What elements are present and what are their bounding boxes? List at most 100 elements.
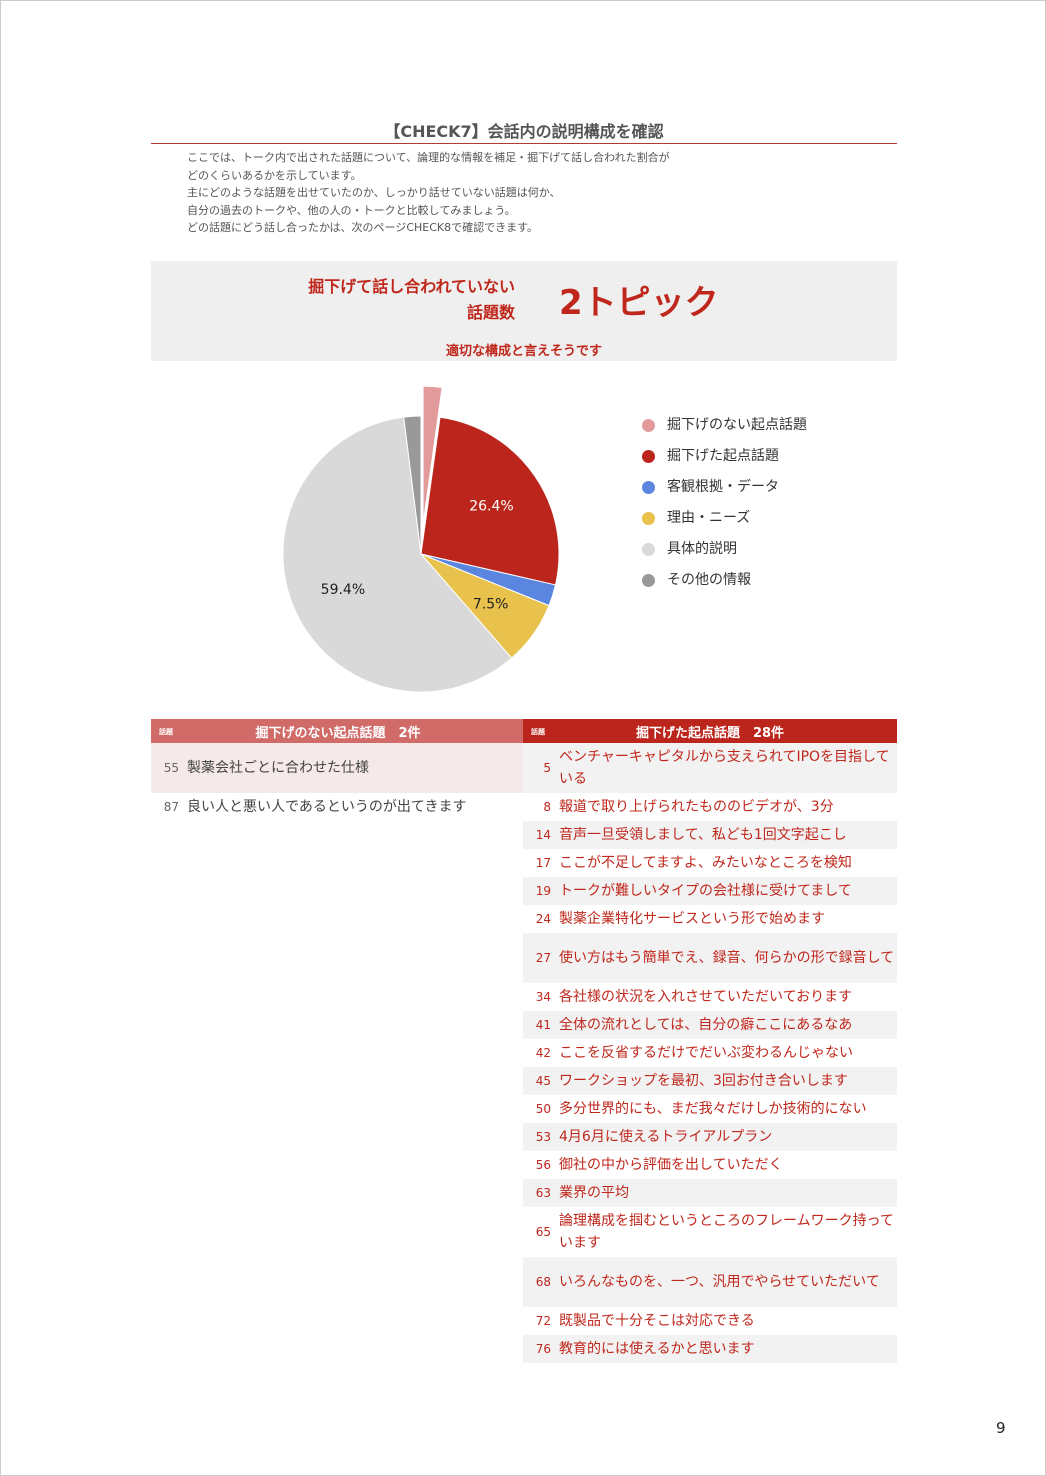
legend-item: 掘下げた起点話題	[641, 447, 821, 466]
row-number: 17	[535, 856, 551, 870]
table-row: 55 製薬会社ごとに合わせた仕様	[151, 743, 525, 793]
row-text: 既製品で十分そこは対応できる	[559, 1313, 755, 1329]
pie-slice	[420, 416, 560, 586]
table-row: 68 いろんなものを、一つ、汎用でやらせていただいて	[523, 1257, 897, 1307]
row-text: 4月6月に使えるトライアルプラン	[559, 1129, 773, 1145]
row-text: 多分世界的にも、まだ我々だけしか技術的にない	[559, 1101, 867, 1117]
slice-label: 7.5%	[473, 597, 509, 613]
row-text: いろんなものを、一つ、汎用でやらせていただいて	[559, 1274, 880, 1290]
legend-item: 具体的説明	[641, 540, 821, 559]
table-row: 76 教育的には使えるかと思います	[523, 1335, 897, 1363]
row-number: 41	[535, 1018, 551, 1032]
legend-item: 客観根拠・データ	[641, 478, 821, 497]
row-number: 14	[535, 828, 551, 842]
pie-slice	[422, 385, 443, 525]
row-text: トークが難しいタイプの会社様に受けてまして	[559, 883, 852, 899]
summary-label-line: 掘下げて話し合われていない	[308, 277, 515, 296]
legend-item: その他の情報	[641, 571, 821, 590]
row-text: ここを反省するだけでだいぶ変わるんじゃない	[559, 1045, 853, 1061]
intro-line: 主にどのような話題を出せていたのか、しっかり話せていない話題は何か、	[187, 186, 561, 199]
title-divider	[151, 143, 897, 144]
table-row: 87 良い人と悪い人であるというのが出てきます	[151, 793, 525, 821]
table-header: 話題 掘下げた起点話題 28件	[523, 719, 897, 743]
table-row: 34 各社様の状況を入れさせていただいております	[523, 983, 897, 1011]
summary-value: 2トピック	[559, 283, 719, 323]
row-text: ワークショップを最初、3回お付き合いします	[559, 1073, 848, 1089]
table-row: 41 全体の流れとしては、自分の癖ここにあるなあ	[523, 1011, 897, 1039]
row-number: 27	[535, 951, 551, 965]
table-row: 53 4月6月に使えるトライアルプラン	[523, 1123, 897, 1151]
intro-line: どの話題にどう話し合ったかは、次のページCHECK8で確認できます。	[187, 221, 539, 234]
legend-swatch	[642, 481, 655, 494]
legend-item: 理由・ニーズ	[641, 509, 821, 528]
row-text: ベンチャーキャピタルから支えられてIPOを目指している	[559, 749, 890, 787]
pie-chart: 26.4% 7.5% 59.4%	[282, 385, 560, 693]
row-number: 87	[163, 800, 179, 814]
row-text: 御社の中から評価を出していただく	[559, 1157, 783, 1173]
intro-line: どのくらいあるかを示しています。	[187, 168, 362, 182]
intro-line: 自分の過去のトークや、他の人の・トークと比較してみましょう。	[187, 203, 516, 217]
table-row: 19 トークが難しいタイプの会社様に受けてまして	[523, 877, 897, 905]
row-text: 良い人と悪い人であるというのが出てきます	[187, 799, 467, 815]
row-text: 製薬会社ごとに合わせた仕様	[187, 760, 369, 776]
row-number: 65	[535, 1225, 551, 1239]
pie-slice	[282, 416, 513, 693]
table-row: 8 報道で取り上げられたもののビデオが、3分	[523, 793, 897, 821]
header-tag: 話題	[531, 728, 545, 736]
legend-label: 掘下げのない起点話題	[667, 417, 807, 433]
row-text: ここが不足してますよ、みたいなところを検知	[559, 855, 852, 871]
table-row: 17 ここが不足してますよ、みたいなところを検知	[523, 849, 897, 877]
table-row: 63 業界の平均	[523, 1179, 897, 1207]
header-tag: 話題	[159, 728, 173, 736]
row-number: 34	[535, 990, 551, 1004]
row-number: 50	[535, 1102, 551, 1116]
row-text: 全体の流れとしては、自分の癖ここにあるなあ	[559, 1017, 853, 1033]
legend-swatch	[642, 450, 655, 463]
row-text: 製薬企業特化サービスという形で始めます	[559, 911, 825, 927]
legend-label: 掘下げた起点話題	[667, 448, 779, 464]
table-header: 話題 掘下げのない起点話題 2件	[151, 719, 525, 743]
slice-label: 26.4%	[469, 498, 513, 514]
row-number: 56	[535, 1158, 551, 1172]
row-number: 42	[535, 1046, 551, 1060]
table-row: 42 ここを反省するだけでだいぶ変わるんじゃない	[523, 1039, 897, 1067]
legend-label: 客観根拠・データ	[667, 479, 779, 495]
row-number: 76	[535, 1342, 551, 1356]
row-number: 72	[535, 1314, 551, 1328]
drilled-topics-table: 話題 掘下げた起点話題 28件 5 ベンチャーキャピタルから支えられてIPOを目指し…	[523, 719, 897, 1363]
slice-label: 59.4%	[321, 582, 365, 598]
legend-swatch	[642, 512, 655, 525]
header-title: 掘下げた起点話題 28件	[635, 726, 785, 741]
row-number: 55	[163, 761, 179, 775]
row-text: 教育的には使えるかと思います	[559, 1341, 755, 1357]
table-row: 50 多分世界的にも、まだ我々だけしか技術的にない	[523, 1095, 897, 1123]
legend-label: その他の情報	[667, 572, 751, 588]
row-text: 音声一旦受領しまして、私ども1回文字起こし	[559, 827, 847, 843]
legend-label: 理由・ニーズ	[667, 510, 751, 526]
pie-slice	[403, 415, 422, 555]
table-row: 56 御社の中から評価を出していただく	[523, 1151, 897, 1179]
row-number: 68	[535, 1275, 551, 1289]
row-number: 5	[543, 761, 551, 775]
table-row: 5 ベンチャーキャピタルから支えられてIPOを目指している	[523, 743, 897, 793]
row-text: 業界の平均	[559, 1185, 629, 1201]
legend-swatch	[642, 543, 655, 556]
summary-label-line: 話題数	[466, 303, 515, 322]
table-row: 45 ワークショップを最初、3回お付き合いします	[523, 1067, 897, 1095]
undrilled-topics-table: 話題 掘下げのない起点話題 2件 55 製薬会社ごとに合わせた仕様 87 良い人と悪い…	[151, 719, 525, 821]
legend-label: 具体的説明	[667, 541, 737, 557]
page-number: 9	[996, 1419, 1006, 1437]
row-number: 8	[543, 800, 551, 814]
table-row: 14 音声一旦受領しまして、私ども1回文字起こし	[523, 821, 897, 849]
chart-legend: 掘下げのない起点話題 掘下げた起点話題 客観根拠・データ 理由・ニーズ 具体的説明その他…	[641, 416, 821, 602]
row-text: 論理構成を掴むというところのフレームワーク持っています	[559, 1213, 894, 1251]
row-number: 45	[535, 1074, 551, 1088]
intro-line: ここでは、トーク内で出された話題について、論理的な情報を補足・掘下げて話し合われ…	[187, 151, 670, 164]
page-title: 【CHECK7】会話内の説明構成を確認	[384, 122, 664, 141]
summary-band: 掘下げて話し合われていない 話題数 2トピック 適切な構成と言えそうです	[151, 261, 897, 361]
table-row: 65 論理構成を掴むというところのフレームワーク持っています	[523, 1207, 897, 1257]
row-number: 53	[535, 1130, 551, 1144]
row-text: 各社様の状況を入れさせていただいております	[559, 989, 853, 1005]
row-text: 報道で取り上げられたもののビデオが、3分	[559, 799, 834, 815]
row-number: 19	[535, 884, 551, 898]
